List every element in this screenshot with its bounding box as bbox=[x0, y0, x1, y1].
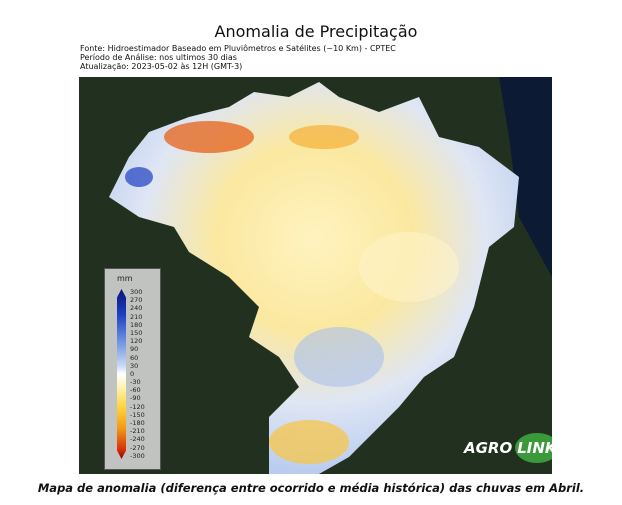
legend-tick-label: 150 bbox=[130, 328, 143, 337]
dry-anomaly-north bbox=[164, 121, 254, 153]
legend-tick-label: -30 bbox=[130, 378, 141, 387]
legend-tick-label: -60 bbox=[130, 386, 141, 395]
logo-agro: AGRO bbox=[464, 439, 513, 457]
legend-tick-label: 240 bbox=[130, 304, 143, 313]
updated-text: Atualização: 2023-05-02 às 12H (GMT-3) bbox=[80, 62, 243, 71]
legend-tick-label: -150 bbox=[130, 410, 145, 419]
wet-anomaly-southeast bbox=[294, 327, 384, 387]
legend-tick-label: 120 bbox=[130, 337, 143, 346]
legend-tick-label: -120 bbox=[130, 402, 145, 411]
legend-ticks: 300 270 240 210 180 150 120 90 60 30 0 -30 -60 -90 -12… bbox=[130, 289, 145, 459]
precipitation-anomaly-map: mm 300 270 240 210 180 150 120 90 60 30 0 -30 -60 -90… bbox=[79, 77, 552, 474]
legend-tick-label: 180 bbox=[130, 320, 143, 329]
dry-anomaly-south bbox=[269, 420, 349, 464]
legend-tick-label: 60 bbox=[130, 353, 139, 362]
legend-tick-label: -210 bbox=[130, 427, 145, 436]
agrolink-logo: AGRO LINK bbox=[464, 433, 552, 463]
ocean bbox=[499, 77, 552, 277]
colorbar bbox=[117, 289, 126, 459]
legend-tick-label: 30 bbox=[130, 361, 139, 370]
legend-tick-label: 0 bbox=[130, 369, 135, 378]
wet-anomaly-west bbox=[125, 167, 153, 187]
legend-tick-label: 300 bbox=[130, 288, 143, 296]
logo-link: LINK bbox=[515, 433, 552, 463]
map-title: Anomalia de Precipitação bbox=[214, 22, 418, 41]
legend-tick-label: -180 bbox=[130, 419, 145, 427]
neutral-northeast bbox=[359, 232, 459, 302]
period-text: Período de Análise: nos ultimos 30 dias bbox=[80, 53, 237, 62]
brazil-shape bbox=[109, 82, 519, 474]
legend-tick-label: 90 bbox=[130, 345, 139, 354]
dry-anomaly-amazon bbox=[289, 125, 359, 149]
color-legend: mm 300 270 240 210 180 150 120 90 60 30 0 -30 -60 -90… bbox=[104, 268, 161, 470]
legend-tick-label: -90 bbox=[130, 394, 141, 403]
legend-tick-label: -240 bbox=[130, 435, 145, 444]
source-text: Fonte: Hidroestimador Baseado em Pluviôm… bbox=[80, 44, 396, 53]
legend-tick-label: 270 bbox=[130, 296, 143, 305]
legend-tick-label: -270 bbox=[130, 443, 145, 452]
legend-tick-label: -300 bbox=[130, 451, 145, 460]
figure-caption: Mapa de anomalia (diferença entre ocorri… bbox=[37, 481, 585, 495]
map-metadata: Fonte: Hidroestimador Baseado em Pluviôm… bbox=[80, 44, 396, 71]
legend-tick-label: 210 bbox=[130, 312, 143, 321]
legend-unit: mm bbox=[117, 274, 133, 283]
